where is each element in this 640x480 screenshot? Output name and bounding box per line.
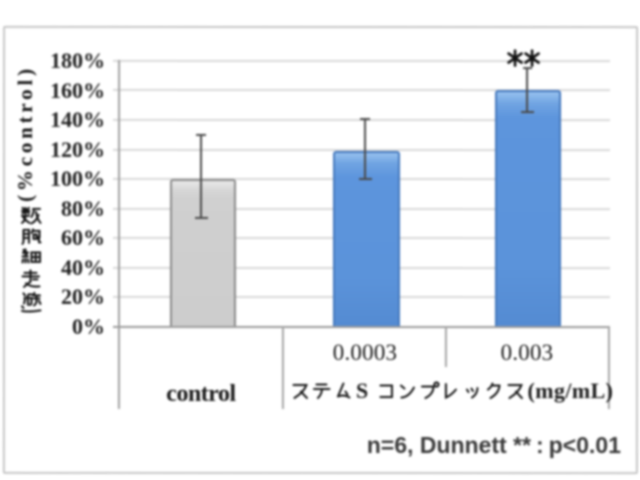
svg-text:S: S xyxy=(356,379,368,403)
svg-text:(mg/mL): (mg/mL) xyxy=(527,379,613,403)
svg-text:(%control): (%control) xyxy=(13,65,37,202)
